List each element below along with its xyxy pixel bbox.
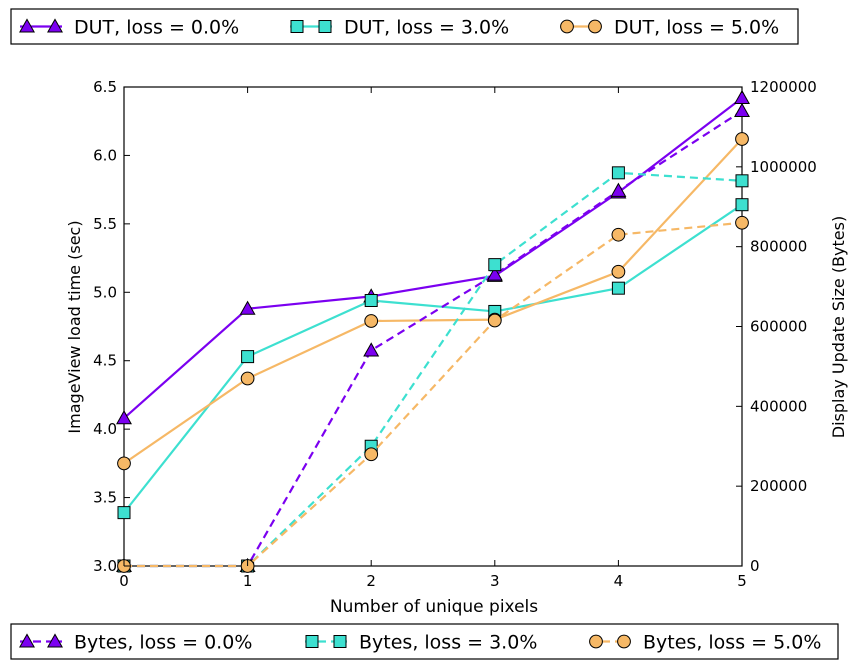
left-axis-ticks: 3.0 3.5 4.0 4.5 5.0 5.5 6.0 6.5 — [93, 78, 130, 575]
legend-marker — [290, 20, 304, 33]
x-tick-label: 5 — [737, 572, 747, 590]
y-tick-label: 5.0 — [93, 283, 117, 301]
legend-marker — [588, 19, 602, 34]
legend-label: DUT, loss = 0.0% — [74, 17, 239, 39]
legend-label: DUT, loss = 3.0% — [344, 17, 509, 39]
legend-marker — [305, 635, 319, 648]
data-point-s6-3 — [487, 313, 502, 328]
y-tick-label: 5.5 — [93, 215, 117, 233]
bottom-legend: Bytes, loss = 0.0% Bytes, loss = 3.0% Byte… — [10, 623, 839, 660]
legend-label: Bytes, loss = 5.0% — [643, 632, 821, 654]
y2-tick-label: 0 — [750, 557, 760, 575]
data-point-s3-2 — [364, 314, 379, 328]
series-line-6 — [124, 221, 743, 568]
data-point-s6-2 — [364, 447, 379, 462]
data-point-s5-3 — [488, 258, 502, 272]
y-axis-label: ImageView load time (sec) — [65, 220, 84, 433]
y-tick-label: 4.0 — [93, 420, 117, 438]
data-point-s6-5 — [735, 215, 749, 230]
data-point-s6-4 — [611, 227, 626, 242]
legend-marker — [47, 18, 63, 33]
x-tick-label: 4 — [614, 572, 624, 590]
y-tick-label: 3.5 — [93, 489, 117, 507]
data-point-s4-4 — [610, 182, 627, 197]
x-tick-label: 3 — [490, 572, 500, 590]
data-point-s2-0 — [117, 506, 131, 520]
data-point-s1-0 — [116, 410, 132, 425]
series-line-2 — [123, 203, 743, 514]
y2-tick-label: 600000 — [750, 318, 807, 336]
data-point-s2-4 — [611, 281, 625, 295]
legend-marker — [19, 18, 35, 33]
data-point-s3-5 — [735, 132, 749, 146]
data-point-s4-3 — [486, 266, 503, 281]
x-tick-label: 0 — [119, 572, 129, 590]
legend-marker — [560, 19, 574, 34]
y-tick-label: 6.5 — [93, 78, 117, 96]
y2-tick-label: 400000 — [750, 397, 807, 415]
data-point-s4-2 — [363, 342, 380, 357]
top-legend: DUT, loss = 0.0% DUT, loss = 3.0% DUT, los… — [10, 8, 799, 45]
x-tick-label: 1 — [243, 572, 253, 590]
legend-marker — [318, 20, 332, 33]
legend-label: DUT, loss = 5.0% — [614, 17, 779, 39]
y-tick-label: 3.0 — [93, 557, 117, 575]
data-point-s4-5 — [734, 102, 750, 118]
x-axis-label: Number of unique pixels — [330, 597, 538, 617]
data-point-s2-1 — [241, 350, 255, 364]
y2-tick-label: 800000 — [750, 238, 807, 256]
y2-tick-label: 1200000 — [750, 78, 817, 96]
legend-marker — [589, 634, 603, 649]
series-line-4 — [124, 110, 743, 568]
legend-frame — [10, 8, 799, 45]
legend-marker — [617, 634, 631, 649]
legend-label: Bytes, loss = 0.0% — [74, 632, 252, 654]
series-group — [116, 89, 750, 573]
y2-axis-label: Display Update Size (Bytes) — [829, 216, 848, 438]
series-line-5 — [124, 171, 743, 568]
legend-frame — [10, 623, 839, 660]
data-point-s2-5 — [735, 198, 749, 212]
x-tick-label: 2 — [366, 572, 376, 590]
plot-area — [116, 86, 750, 573]
data-point-s2-2 — [364, 293, 378, 307]
y2-tick-label: 1000000 — [750, 158, 817, 176]
data-point-s5-4 — [611, 166, 625, 180]
right-axis-ticks: 0 200000 400000 600000 800000 1000000 1200000 — [736, 78, 817, 575]
plot-frame — [123, 86, 743, 567]
data-point-s3-4 — [611, 264, 626, 279]
y-tick-label: 6.0 — [93, 146, 117, 164]
data-point-s1-1 — [239, 300, 256, 315]
data-point-s5-5 — [735, 174, 749, 188]
series-line-3 — [123, 138, 743, 465]
legend-marker — [47, 633, 63, 648]
data-point-s3-0 — [117, 456, 131, 471]
legend-label: Bytes, loss = 3.0% — [359, 632, 537, 654]
y2-tick-label: 200000 — [750, 477, 807, 495]
legend-marker — [19, 633, 35, 648]
x-axis-ticks: 0 1 2 3 4 5 — [119, 87, 747, 590]
y-tick-label: 4.5 — [93, 352, 117, 370]
legend-marker — [333, 635, 347, 648]
data-point-s3-1 — [240, 371, 255, 386]
